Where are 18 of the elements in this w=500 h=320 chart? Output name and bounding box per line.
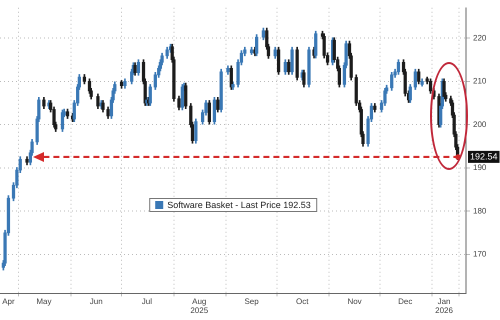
y-tick-label: 210	[473, 76, 487, 86]
x-tick-label: Jun	[90, 297, 103, 306]
y-tick-label: 220	[473, 33, 487, 42]
y-tick-label: 180	[473, 206, 487, 216]
y-tick-label: 200	[473, 120, 487, 129]
y-tick-label: 170	[473, 250, 487, 259]
y-tick-label: 190	[473, 163, 487, 172]
x-tick-label: Aug 2025	[190, 297, 209, 315]
x-tick-label: Oct	[296, 297, 310, 306]
x-tick-label: May	[36, 297, 52, 306]
x-tick-label: Jul	[142, 297, 152, 306]
x-tick-label: Nov	[347, 297, 362, 306]
x-tick-label: Dec	[398, 297, 412, 306]
x-tick-label: Sep	[244, 297, 260, 306]
legend-label: Software Basket - Last Price 192.53	[167, 200, 311, 210]
ref-line-label: 192.54	[470, 151, 498, 162]
x-tick-label: Apr	[2, 297, 15, 306]
x-tick-label: Jan 2026	[435, 297, 454, 315]
